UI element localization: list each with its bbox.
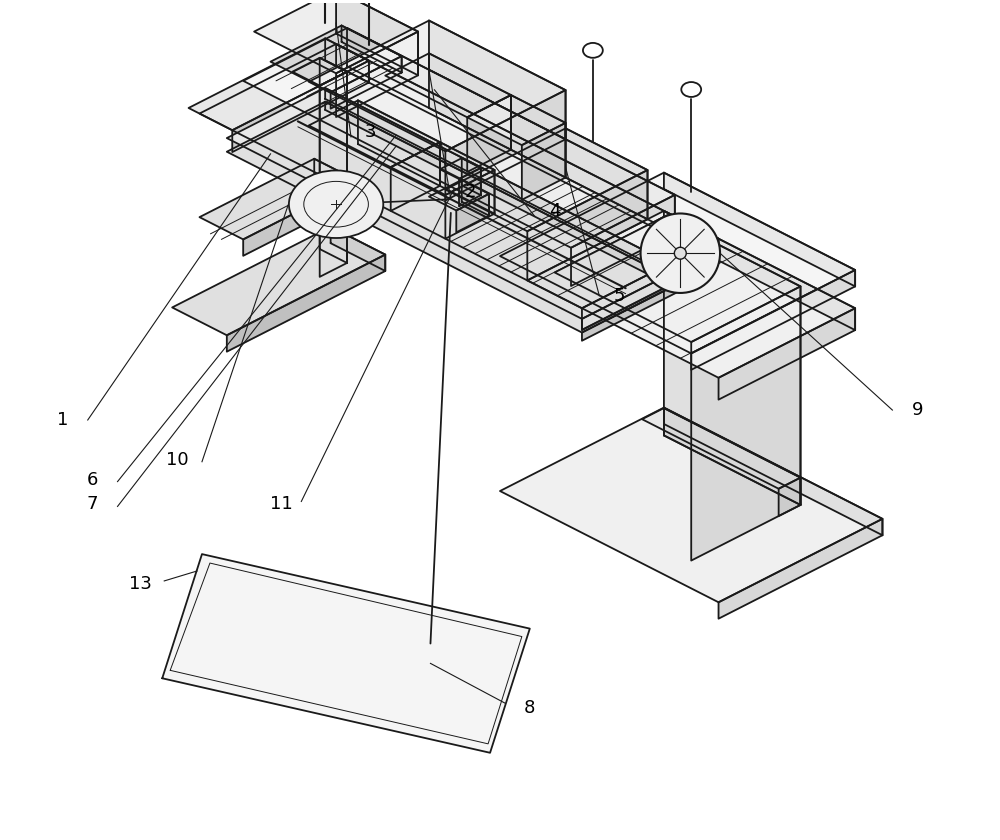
Polygon shape	[500, 407, 882, 602]
Polygon shape	[500, 173, 855, 354]
Polygon shape	[358, 101, 440, 186]
Polygon shape	[347, 28, 675, 234]
Polygon shape	[320, 58, 347, 263]
Polygon shape	[243, 181, 358, 256]
Polygon shape	[467, 95, 511, 172]
Polygon shape	[162, 554, 530, 753]
Polygon shape	[522, 123, 566, 200]
Polygon shape	[664, 408, 800, 505]
Polygon shape	[642, 408, 800, 489]
Polygon shape	[292, 58, 347, 86]
Text: 11: 11	[270, 496, 293, 513]
Polygon shape	[227, 255, 385, 352]
Polygon shape	[445, 170, 495, 239]
Polygon shape	[227, 88, 680, 319]
Polygon shape	[200, 159, 358, 239]
Polygon shape	[189, 39, 369, 130]
Polygon shape	[467, 95, 566, 145]
Polygon shape	[566, 129, 648, 219]
Polygon shape	[391, 142, 495, 195]
Polygon shape	[331, 227, 385, 271]
Polygon shape	[555, 217, 800, 342]
Text: 4: 4	[549, 202, 560, 220]
Text: 2: 2	[464, 182, 476, 201]
Text: 5: 5	[613, 286, 625, 305]
Polygon shape	[429, 180, 489, 211]
Polygon shape	[254, 0, 418, 73]
Polygon shape	[342, 25, 402, 72]
Polygon shape	[385, 54, 511, 118]
Text: 6: 6	[87, 470, 98, 489]
Polygon shape	[664, 217, 800, 505]
Polygon shape	[325, 39, 369, 82]
Polygon shape	[445, 90, 566, 201]
Polygon shape	[445, 129, 648, 231]
Circle shape	[674, 247, 686, 260]
Polygon shape	[691, 270, 855, 370]
Polygon shape	[456, 194, 489, 233]
Polygon shape	[664, 173, 855, 286]
Circle shape	[641, 213, 720, 293]
Polygon shape	[440, 142, 495, 213]
Polygon shape	[571, 195, 675, 286]
Text: 7: 7	[87, 496, 98, 513]
Text: 8: 8	[524, 699, 535, 717]
Polygon shape	[325, 102, 680, 291]
Polygon shape	[527, 211, 855, 378]
Ellipse shape	[289, 171, 383, 238]
Text: 10: 10	[166, 451, 188, 469]
Polygon shape	[271, 25, 402, 92]
Polygon shape	[779, 478, 800, 516]
Polygon shape	[429, 54, 511, 150]
Polygon shape	[331, 56, 402, 108]
Polygon shape	[719, 308, 855, 400]
Polygon shape	[582, 239, 719, 330]
Polygon shape	[429, 20, 566, 139]
Polygon shape	[462, 180, 489, 216]
Polygon shape	[200, 44, 719, 308]
Polygon shape	[320, 71, 347, 277]
Polygon shape	[664, 211, 855, 330]
Polygon shape	[336, 44, 719, 260]
Polygon shape	[691, 286, 800, 560]
Polygon shape	[459, 168, 481, 207]
Polygon shape	[511, 95, 566, 177]
Polygon shape	[336, 32, 418, 117]
Polygon shape	[582, 282, 680, 341]
Polygon shape	[527, 170, 648, 281]
Polygon shape	[664, 407, 882, 535]
Polygon shape	[719, 519, 882, 619]
Text: 1: 1	[57, 411, 69, 429]
Polygon shape	[314, 159, 358, 197]
Text: 9: 9	[911, 401, 923, 419]
Polygon shape	[336, 0, 418, 76]
Polygon shape	[309, 101, 440, 167]
Text: 3: 3	[365, 123, 377, 141]
Polygon shape	[243, 28, 675, 248]
Polygon shape	[309, 20, 566, 151]
Polygon shape	[325, 88, 680, 280]
Polygon shape	[227, 102, 680, 333]
Text: 13: 13	[129, 575, 152, 593]
Polygon shape	[172, 227, 385, 335]
Polygon shape	[440, 158, 481, 179]
Polygon shape	[391, 142, 440, 211]
Polygon shape	[582, 269, 680, 330]
Polygon shape	[462, 158, 481, 195]
Polygon shape	[232, 60, 369, 152]
